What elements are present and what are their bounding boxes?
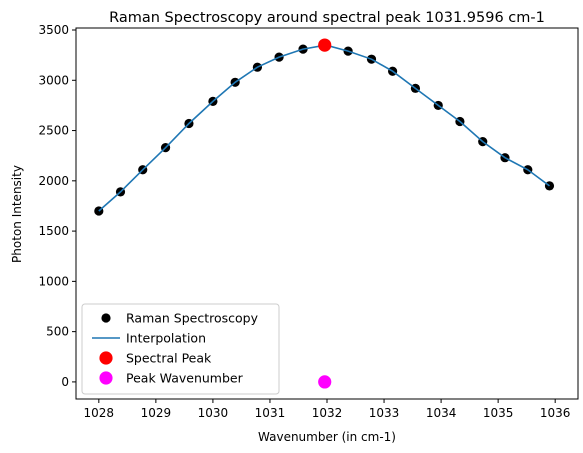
y-tick-label: 3000 (38, 73, 69, 87)
x-tick-label: 1029 (141, 406, 172, 420)
legend-marker-spectral-peak (99, 351, 113, 365)
peak-wavenumber-point (318, 375, 332, 389)
legend-label-raman: Raman Spectroscopy (126, 311, 259, 326)
y-axis: 0 500 1000 1500 2000 2500 3000 3500 (38, 23, 76, 389)
y-tick-label: 1000 (38, 274, 69, 288)
y-tick-label: 2000 (38, 174, 69, 188)
y-tick-label: 2500 (38, 124, 69, 138)
legend-label-spectral-peak: Spectral Peak (126, 351, 212, 366)
x-tick-label: 1036 (540, 406, 571, 420)
legend-label-interpolation: Interpolation (126, 331, 206, 346)
legend: Raman Spectroscopy Interpolation Spectral … (81, 303, 280, 395)
chart-title: Raman Spectroscopy around spectral peak … (109, 10, 545, 26)
legend-marker-raman (101, 313, 111, 323)
y-axis-label: Photon Intensity (10, 165, 24, 263)
x-tick-label: 1033 (369, 406, 400, 420)
x-axis: 1028 1029 1030 1031 1032 1033 1034 1035 1036 (84, 399, 571, 420)
spectral-peak-point (318, 38, 332, 52)
x-axis-label: Wavenumber (in cm-1) (258, 430, 396, 444)
legend-label-peak-wavenumber: Peak Wavenumber (126, 371, 244, 386)
x-tick-label: 1032 (312, 406, 343, 420)
x-tick-label: 1031 (255, 406, 286, 420)
legend-marker-peak-wavenumber (99, 371, 113, 385)
y-tick-label: 500 (46, 325, 69, 339)
legend-box (81, 303, 280, 395)
x-tick-label: 1035 (483, 406, 514, 420)
y-tick-label: 0 (61, 375, 69, 389)
x-tick-label: 1030 (198, 406, 229, 420)
y-tick-label: 3500 (38, 23, 69, 37)
x-tick-label: 1034 (426, 406, 457, 420)
plot-area (94, 38, 555, 389)
y-tick-label: 1500 (38, 224, 69, 238)
x-tick-label: 1028 (84, 406, 115, 420)
